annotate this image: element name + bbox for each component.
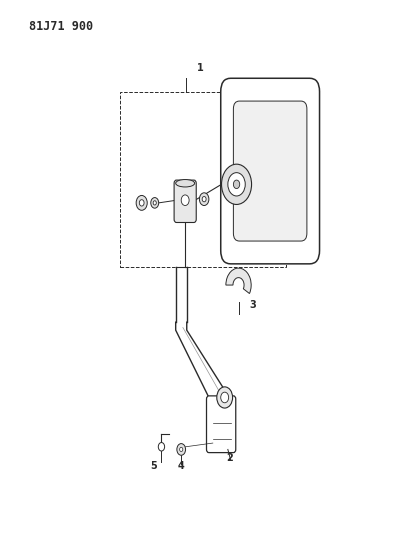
Circle shape [233, 180, 240, 189]
Circle shape [179, 447, 183, 451]
Circle shape [177, 443, 185, 455]
Circle shape [151, 198, 159, 208]
Circle shape [222, 164, 252, 205]
Bar [120, 92, 286, 266]
Circle shape [153, 201, 156, 205]
Text: 3: 3 [250, 301, 256, 310]
Text: 2: 2 [226, 453, 232, 463]
Circle shape [202, 197, 206, 202]
Text: 4: 4 [178, 461, 185, 471]
Wedge shape [226, 268, 251, 294]
Circle shape [228, 173, 245, 196]
Circle shape [199, 193, 209, 206]
Circle shape [221, 392, 228, 403]
Text: 5: 5 [150, 461, 157, 471]
Text: 1: 1 [197, 63, 204, 73]
Circle shape [181, 195, 189, 206]
Circle shape [217, 387, 232, 408]
FancyBboxPatch shape [207, 396, 236, 453]
FancyBboxPatch shape [233, 101, 307, 241]
Text: 81J71 900: 81J71 900 [29, 20, 93, 33]
Circle shape [158, 442, 165, 451]
FancyBboxPatch shape [174, 180, 196, 222]
Circle shape [136, 196, 147, 211]
Ellipse shape [176, 180, 195, 187]
Circle shape [139, 200, 144, 206]
FancyBboxPatch shape [221, 78, 320, 264]
